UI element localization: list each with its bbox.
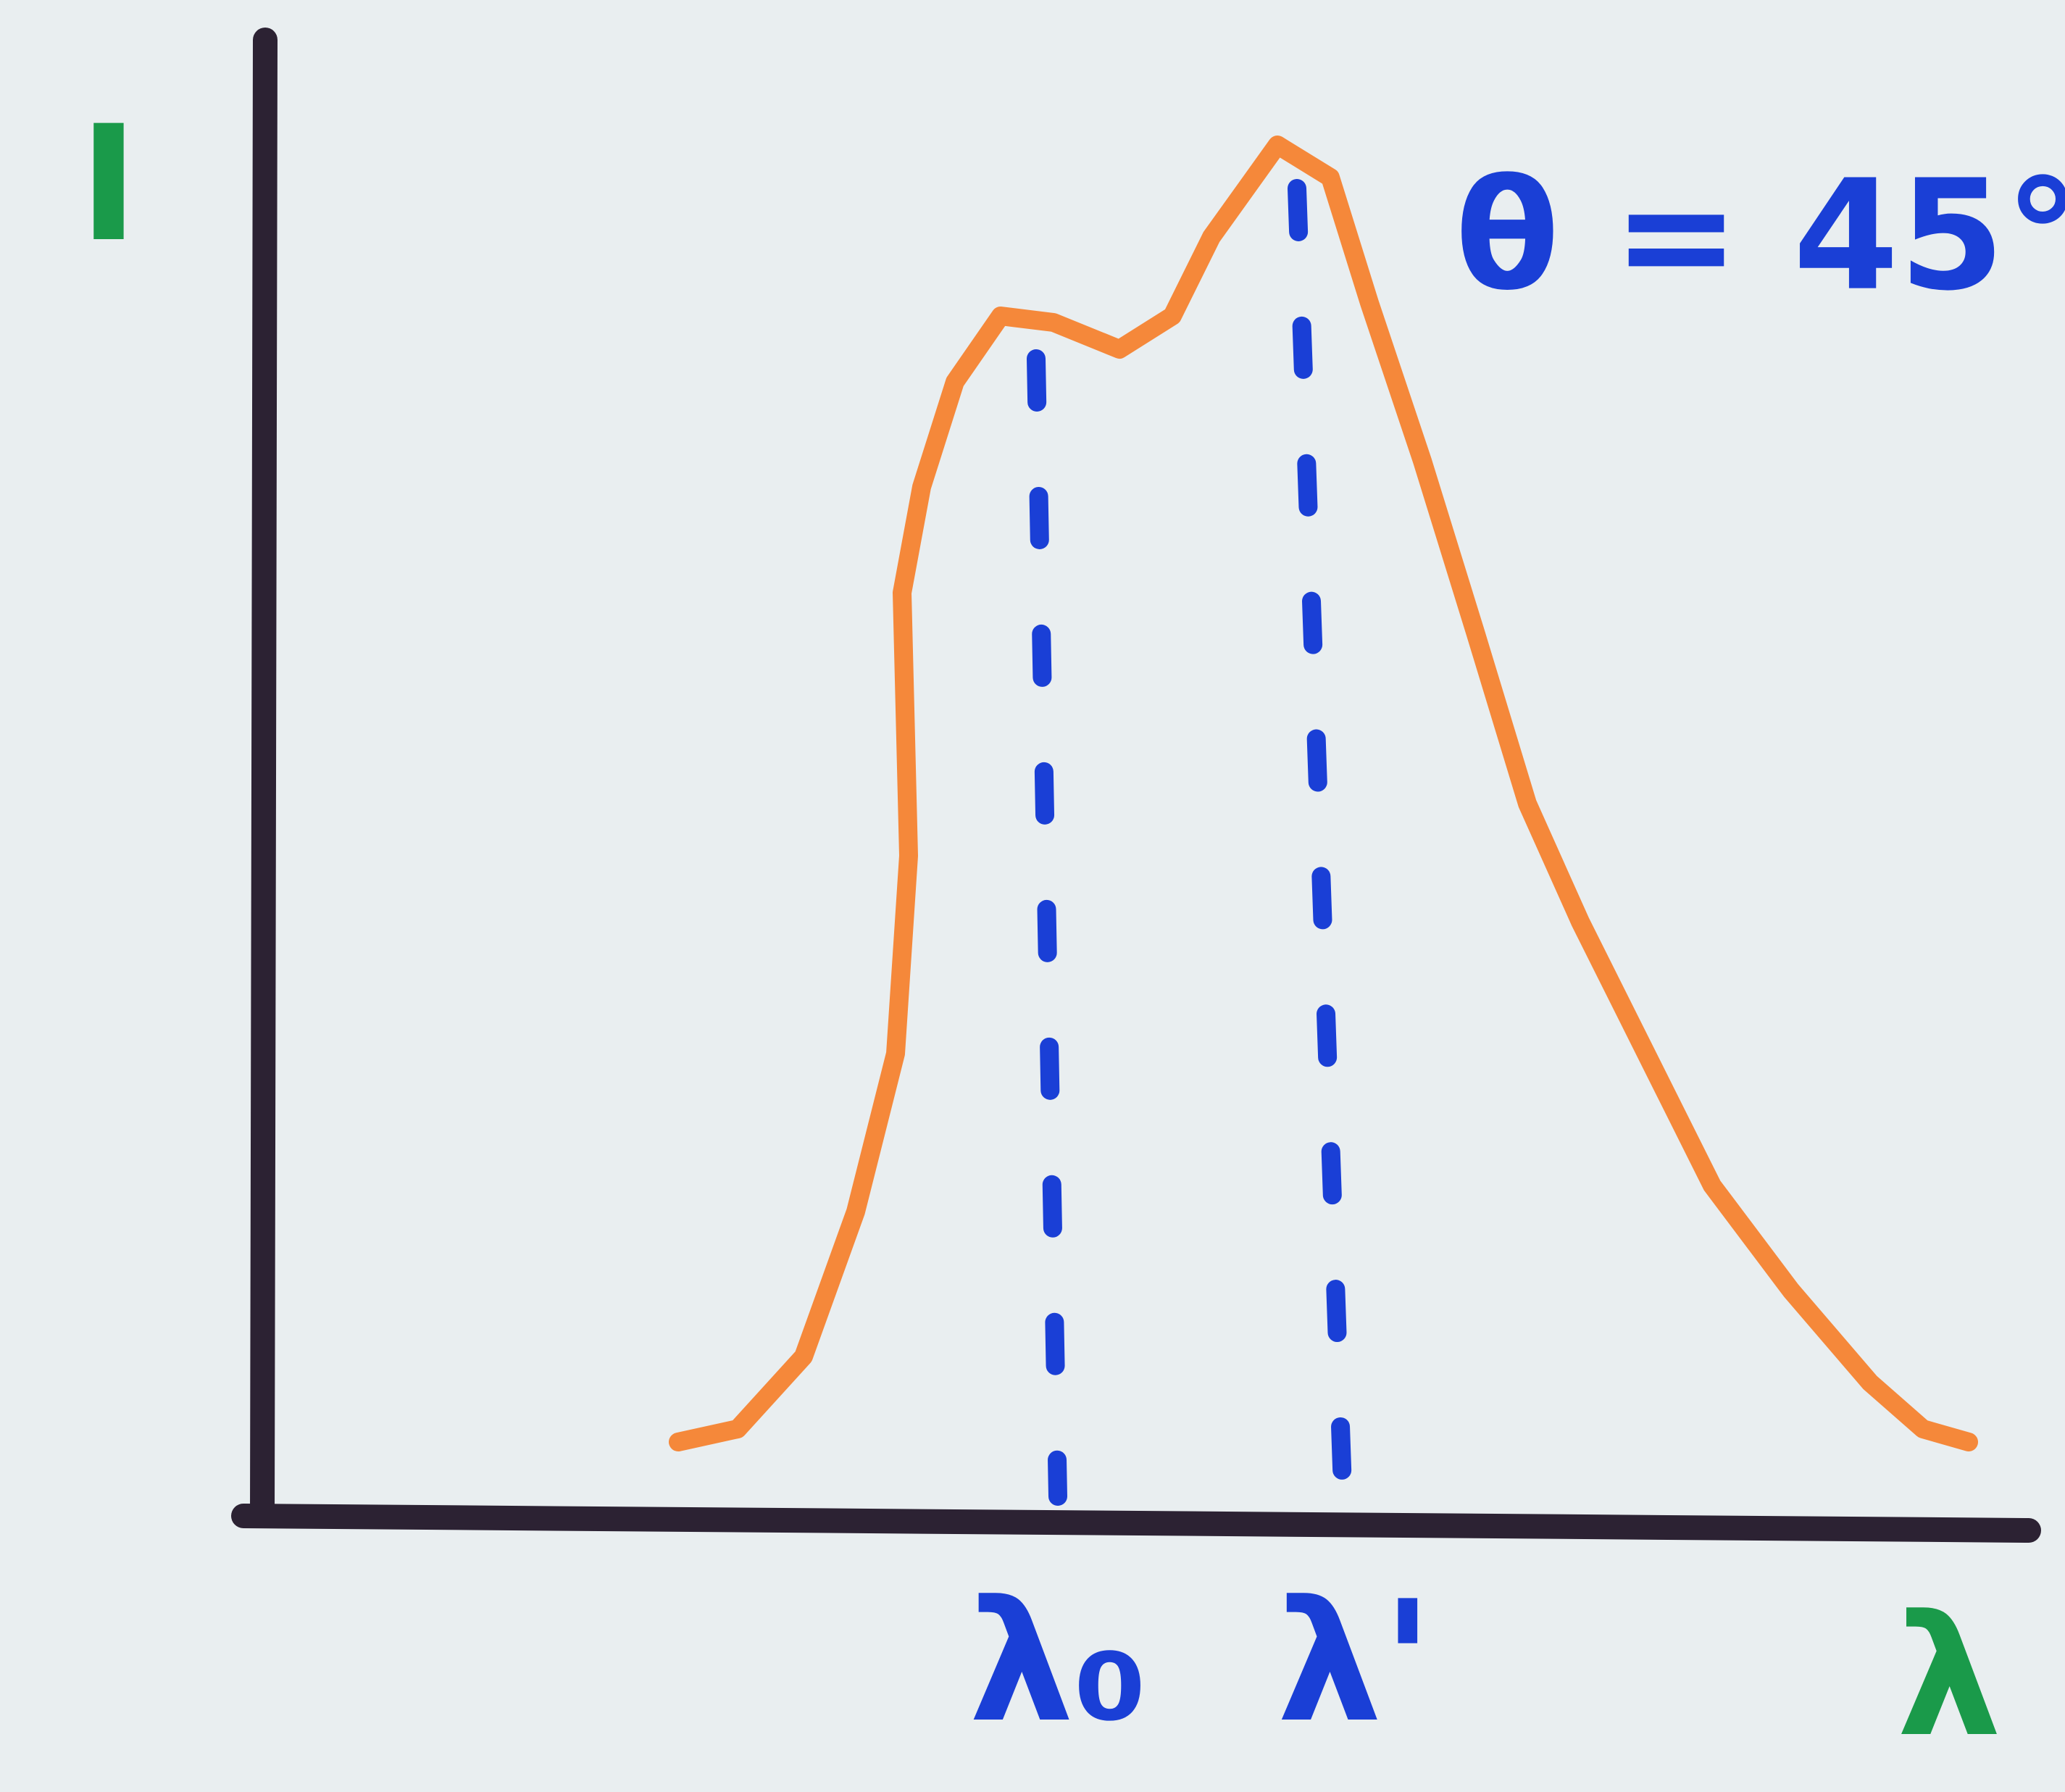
y-axis <box>262 40 265 1516</box>
diagram: I θ = 45° λ₀ λ' λ <box>0 0 2065 1792</box>
angle-label: θ = 45° <box>1455 147 2065 325</box>
page: I θ = 45° λ₀ λ' λ (() => { const data = … <box>0 0 2065 1792</box>
lambda-label: λ <box>1896 1580 2002 1774</box>
lambda-prime-label: λ' <box>1277 1566 1433 1759</box>
intensity-label: I <box>79 91 138 277</box>
x-axis <box>243 1516 2029 1530</box>
lambda0-label: λ₀ <box>969 1566 1147 1759</box>
